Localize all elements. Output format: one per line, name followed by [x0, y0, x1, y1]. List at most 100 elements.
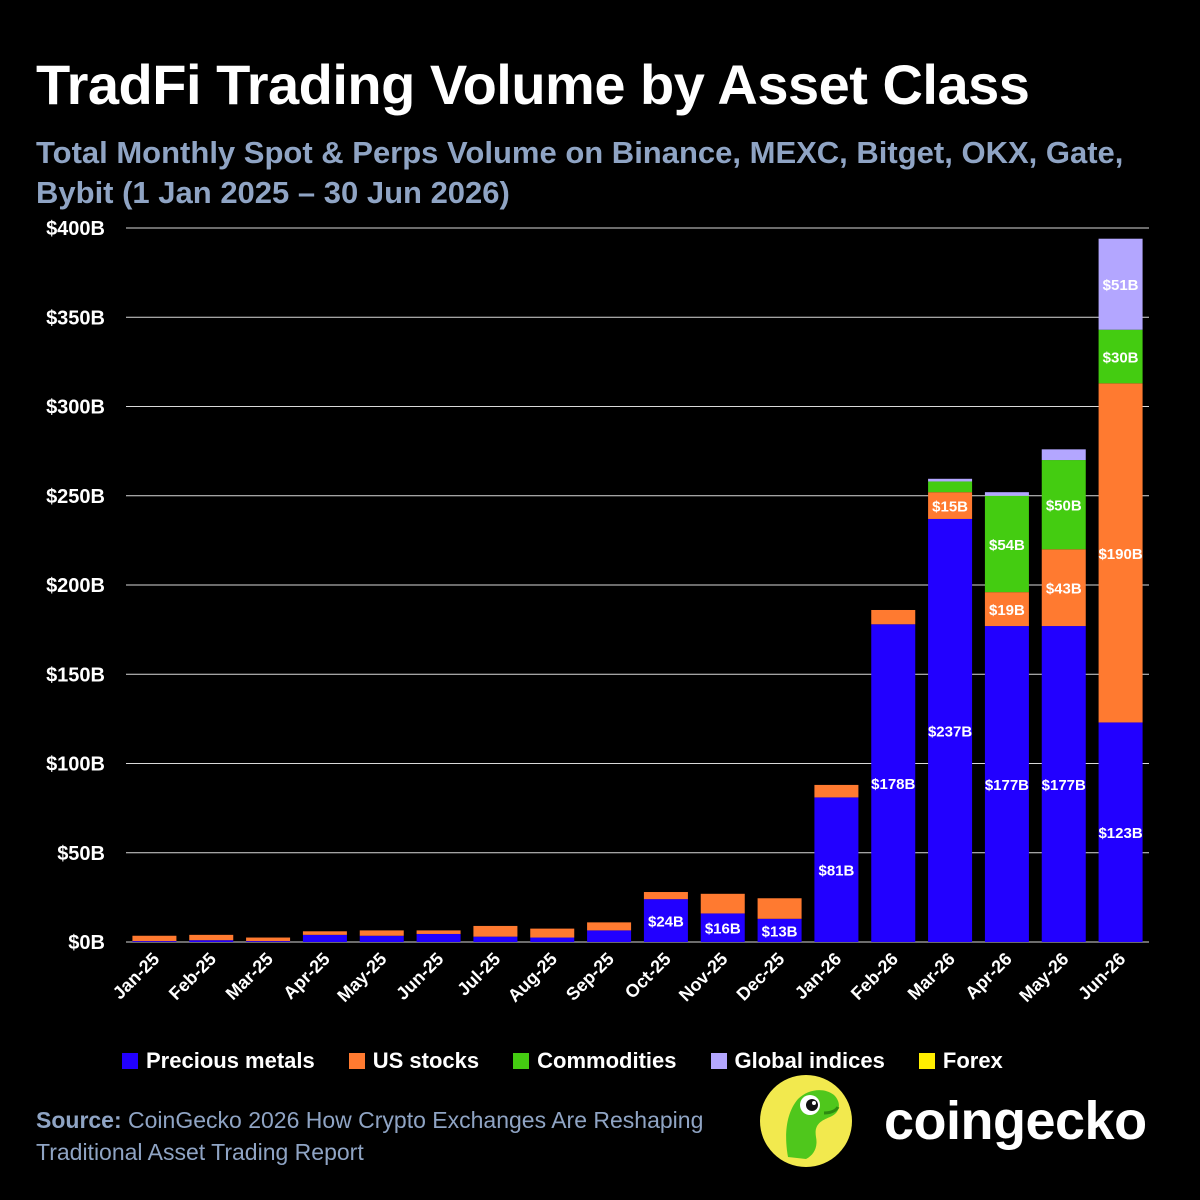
bar-segment: [302, 931, 347, 935]
x-tick-label: Jul-25: [453, 949, 504, 1000]
x-tick-label: Apr-25: [279, 949, 333, 1003]
stacked-bar-chart: $0B $50B $100B $150B $200B $250B $300B $350B $40…: [46, 218, 1149, 1006]
chart-legend: Precious metals US stocks Commodities Globa…: [122, 1046, 1003, 1076]
legend-swatch: [122, 1053, 138, 1069]
x-tick-label: Oct-25: [621, 949, 675, 1003]
bar-segment: [984, 495, 1029, 593]
bar-segment: [757, 918, 802, 942]
legend-label: Forex: [942, 1048, 1003, 1073]
bar-segment: [1098, 383, 1143, 723]
bar-segment: [132, 935, 177, 942]
bar-segment: [530, 937, 575, 942]
bar-segment: [700, 913, 745, 942]
brand: coingecko: [758, 1073, 1147, 1169]
legend-item: Global indices: [710, 1048, 885, 1074]
bar-segment: [814, 797, 859, 942]
data-label: $178B: [871, 776, 915, 793]
x-tick-label: Jan-25: [109, 949, 163, 1003]
y-tick-label: $250B: [46, 486, 105, 508]
bar-segment: [928, 478, 973, 482]
y-tick-label: $100B: [46, 754, 105, 776]
legend-label: Global indices: [734, 1048, 885, 1073]
x-tick-label: Feb-25: [165, 949, 220, 1004]
data-label: $190B: [1098, 546, 1142, 563]
data-label: $54B: [989, 537, 1025, 554]
bar-segment: [643, 899, 688, 942]
bar-segment: [359, 930, 404, 936]
data-label: $177B: [1042, 777, 1086, 794]
y-tick-label: $50B: [57, 843, 105, 865]
bar-segment: [473, 936, 518, 942]
chart-title: TradFi Trading Volume by Asset Class: [36, 53, 1030, 116]
bar-segment: [928, 481, 973, 493]
legend-swatch: [918, 1053, 935, 1069]
bar-segment: [530, 928, 575, 938]
bar-segment: [246, 941, 291, 942]
bar-segment: [1098, 722, 1143, 942]
x-tick-label: Feb-26: [847, 949, 902, 1004]
x-tick-label: Jun-26: [1074, 949, 1129, 1004]
bar-segment: [984, 592, 1029, 627]
data-label: $13B: [762, 923, 798, 940]
bar-segment: [1098, 238, 1143, 330]
y-tick-label: $150B: [46, 664, 105, 686]
source-text: CoinGecko 2026 How Crypto Exchanges Are …: [36, 1107, 704, 1165]
x-tick-label: Jun-25: [392, 949, 447, 1004]
data-label: $24B: [648, 914, 684, 931]
x-tick-label: Sep-25: [562, 949, 618, 1005]
bar-segment: [984, 626, 1029, 942]
gecko-logo-icon: [760, 1075, 852, 1167]
bar-segment: [359, 935, 404, 942]
bar-segment: [1041, 449, 1086, 461]
legend-item: Precious metals: [122, 1048, 315, 1074]
bar-segment: [1041, 460, 1086, 550]
x-tick-label: Mar-25: [222, 949, 277, 1004]
y-tick-label: $350B: [46, 307, 105, 329]
x-tick-label: Aug-25: [504, 949, 561, 1006]
x-tick-label: May-25: [333, 949, 390, 1006]
legend-swatch: [513, 1053, 530, 1069]
bar-segment: [416, 933, 461, 942]
legend-item: Forex: [918, 1048, 1003, 1074]
bar-segment: [1098, 329, 1143, 384]
data-label: $19B: [989, 602, 1025, 619]
x-tick-label: Mar-26: [904, 949, 959, 1004]
bar-segment: [643, 892, 688, 900]
bar-segment: [132, 941, 177, 942]
data-label: $16B: [705, 921, 741, 938]
bar-segment: [1041, 549, 1086, 627]
bar-segment: [302, 934, 347, 942]
bar-segment: [189, 934, 234, 941]
data-label: $81B: [818, 863, 854, 880]
data-label: $50B: [1046, 498, 1082, 515]
x-tick-label: Jan-26: [791, 949, 845, 1003]
x-tick-label: Nov-25: [675, 949, 732, 1006]
y-tick-label: $400B: [46, 218, 105, 240]
bar-segment: [473, 925, 518, 937]
bar-segment: [189, 940, 234, 942]
bar-segment: [928, 518, 973, 942]
chart-subtitle: Total Monthly Spot & Perps Volume on Bin…: [36, 135, 1124, 210]
y-tick-label: $200B: [46, 575, 105, 597]
legend-swatch: [710, 1053, 727, 1069]
legend-label: US stocks: [372, 1048, 480, 1073]
data-label: $177B: [985, 777, 1029, 794]
bar-segment: [700, 893, 745, 914]
x-tick-label: Dec-25: [733, 949, 789, 1005]
bar-segment: [1041, 626, 1086, 942]
brand-wordmark: coingecko: [884, 1091, 1147, 1151]
bar-segment: [814, 784, 859, 798]
data-label: $123B: [1098, 825, 1142, 842]
bar-segment: [587, 922, 632, 931]
bar-segment: [416, 930, 461, 934]
y-tick-label: $300B: [46, 397, 105, 419]
bar-segment: [871, 609, 916, 625]
x-tick-label: Apr-26: [961, 949, 1015, 1003]
legend-item: Commodities: [513, 1048, 677, 1074]
bar-segment: [587, 930, 632, 942]
bar-segment: [757, 898, 802, 919]
data-label: $43B: [1046, 581, 1082, 598]
data-label: $30B: [1103, 350, 1139, 367]
data-label: $237B: [928, 723, 972, 740]
legend-swatch: [348, 1053, 365, 1069]
